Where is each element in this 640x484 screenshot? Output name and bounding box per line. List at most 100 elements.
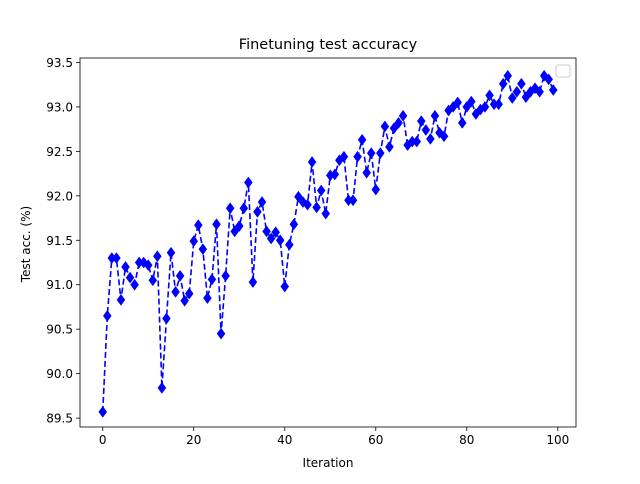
data-point: [162, 312, 171, 325]
x-tick-label: 20: [186, 433, 201, 447]
data-point: [253, 205, 262, 218]
data-point: [98, 405, 108, 418]
data-point: [262, 225, 271, 238]
data-point: [316, 184, 326, 197]
data-point: [266, 232, 276, 245]
data-point: [412, 135, 422, 148]
data-point: [544, 73, 554, 86]
data-point: [312, 201, 321, 214]
data-point: [517, 77, 526, 90]
data-point: [239, 202, 249, 215]
y-tick-label: 91.5: [46, 234, 73, 248]
data-point: [112, 252, 121, 264]
data-point: [467, 95, 476, 108]
data-point: [535, 85, 544, 98]
data-point: [285, 238, 294, 251]
x-axis-label: Iteration: [303, 456, 354, 470]
y-tick-label: 90.5: [46, 323, 73, 337]
y-tick-label: 93.5: [46, 56, 73, 70]
data-point: [498, 77, 508, 90]
data-point: [175, 269, 185, 282]
data-point: [248, 276, 258, 288]
data-point: [121, 261, 130, 273]
data-point: [362, 166, 371, 179]
data-point: [244, 176, 253, 189]
data-point: [294, 190, 303, 203]
data-point: [485, 89, 494, 102]
data-point: [257, 196, 267, 208]
data-point: [385, 140, 394, 153]
data-point: [280, 280, 290, 293]
data-point: [230, 225, 240, 238]
data-point: [234, 220, 244, 232]
data-point: [457, 116, 467, 129]
x-tick-label: 40: [277, 433, 292, 447]
data-point: [426, 132, 435, 145]
data-point: [148, 274, 158, 287]
data-point: [439, 130, 449, 143]
data-point: [157, 381, 167, 394]
data-point: [116, 293, 126, 306]
data-point: [184, 287, 194, 300]
data-point: [225, 202, 235, 215]
data-point: [453, 96, 462, 109]
data-point: [507, 92, 517, 104]
data-point: [421, 124, 431, 136]
data-point: [462, 100, 472, 113]
data-point: [430, 109, 440, 122]
data-point: [203, 292, 212, 304]
y-tick-label: 89.5: [46, 412, 73, 426]
plot-frame: [79, 57, 577, 428]
data-point: [376, 147, 385, 160]
data-point: [321, 207, 331, 220]
data-point: [307, 156, 317, 168]
data-point: [207, 273, 217, 286]
y-tick-label: 91.0: [46, 278, 73, 292]
y-tick-label: 90.0: [46, 367, 73, 381]
data-point: [394, 116, 403, 129]
data-point: [339, 150, 349, 163]
data-point: [166, 246, 176, 259]
x-tick-label: 0: [99, 433, 107, 447]
data-point: [512, 85, 522, 98]
data-point: [153, 250, 162, 263]
data-point: [416, 115, 426, 128]
data-point: [289, 218, 299, 231]
x-tick-label: 60: [368, 433, 383, 447]
y-tick-label: 92.0: [46, 189, 73, 203]
data-point: [480, 100, 490, 113]
legend-box: [555, 64, 571, 78]
data-point: [102, 309, 112, 322]
data-point: [171, 285, 180, 298]
data-point: [180, 294, 189, 307]
chart-title: Finetuning test accuracy: [239, 37, 418, 53]
x-tick-label: 80: [459, 433, 474, 447]
data-point: [303, 198, 312, 211]
data-point: [330, 168, 340, 181]
y-axis-label: Test acc. (%): [19, 206, 33, 283]
y-tick-label: 92.5: [46, 145, 73, 159]
data-point: [357, 133, 367, 146]
plot-area: 0 20 40 60 80 100 89.5 90.0 90.5 91.0 91.5 92.0 92.5…: [46, 56, 577, 447]
data-point: [212, 218, 221, 231]
data-point: [194, 219, 203, 232]
y-tick-label: 93.0: [46, 100, 73, 114]
data-point: [216, 327, 226, 340]
data-point: [125, 271, 135, 284]
data-point: [271, 226, 280, 239]
data-point: [494, 98, 503, 111]
data-point: [503, 69, 513, 82]
data-point: [198, 243, 208, 256]
data-point: [353, 150, 362, 163]
data-point: [380, 120, 390, 133]
data-point: [366, 147, 376, 160]
data-point: [275, 234, 285, 247]
data-point: [221, 269, 230, 282]
x-tick-label: 100: [546, 433, 569, 447]
data-point: [398, 109, 408, 122]
data-point: [389, 122, 399, 135]
data-point: [130, 278, 139, 291]
data-point: [143, 259, 153, 272]
